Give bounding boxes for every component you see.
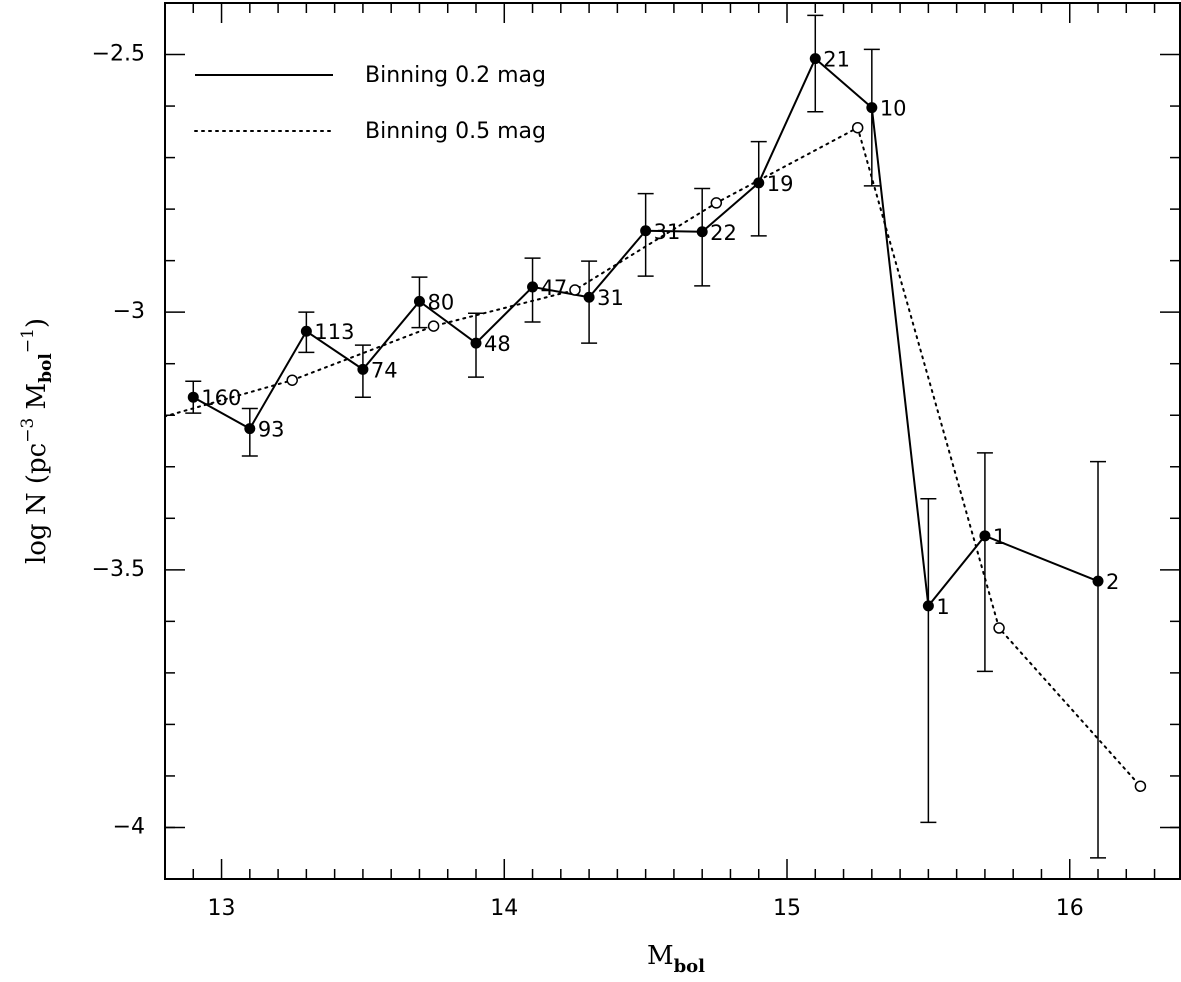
x-tick-label: 16 — [1056, 896, 1084, 921]
data-point — [583, 291, 595, 303]
point-label: 1 — [936, 595, 949, 619]
data-point — [286, 374, 298, 386]
point-label: 2 — [1106, 570, 1119, 594]
series-line — [165, 126, 1142, 788]
point-label: 1 — [993, 525, 1006, 549]
data-point — [696, 226, 708, 238]
y-label-sup: −1 — [18, 328, 38, 353]
data-point — [922, 600, 934, 612]
point-label: 74 — [371, 358, 398, 382]
y-tick-label: −3.5 — [92, 557, 145, 582]
y-tick-label: −2.5 — [92, 42, 145, 67]
point-label: 113 — [314, 320, 354, 344]
x-label-sub: bol — [674, 956, 706, 977]
data-point — [1092, 575, 1104, 587]
data-point — [187, 391, 199, 403]
point-label: 10 — [880, 97, 907, 121]
y-label-part: M — [22, 383, 52, 418]
data-point — [470, 337, 482, 349]
point-label: 80 — [427, 290, 454, 314]
data-point — [569, 284, 581, 296]
x-tick-label: 13 — [208, 896, 236, 921]
data-point — [413, 295, 425, 307]
data-point — [640, 225, 652, 237]
data-point — [300, 325, 312, 337]
data-point — [1134, 780, 1147, 792]
point-label: 31 — [654, 220, 681, 244]
point-label: 19 — [767, 172, 794, 196]
point-label: 21 — [823, 48, 850, 72]
legend-label: Binning 0.5 mag — [365, 119, 546, 144]
data-point — [527, 281, 539, 293]
point-label: 160 — [201, 386, 241, 410]
data-point — [146, 415, 156, 425]
point-label: 31 — [597, 286, 624, 310]
data-point — [244, 423, 256, 435]
series-line — [192, 57, 1099, 609]
x-tick-label: 14 — [490, 896, 518, 921]
point-label: 22 — [710, 221, 737, 245]
point-label: 93 — [258, 418, 285, 442]
plot-area — [146, 14, 1147, 859]
y-label-sub: bol — [36, 353, 56, 383]
data-point — [710, 197, 723, 209]
x-label-main: M — [647, 941, 674, 971]
y-label-part: ) — [22, 318, 52, 328]
y-tick-label: −3 — [113, 299, 145, 324]
data-point — [866, 102, 878, 114]
point-label: 48 — [484, 332, 511, 356]
data-point — [427, 320, 440, 332]
data-point — [851, 121, 864, 134]
data-point — [357, 363, 369, 375]
plot-frame — [164, 2, 1181, 880]
y-tick-label: −4 — [113, 814, 145, 839]
y-label-sup: −3 — [18, 418, 38, 443]
y-label-part: log N (pc — [22, 443, 52, 564]
data-point — [993, 622, 1005, 634]
x-axis-label: Mbol — [647, 941, 705, 977]
data-point — [753, 177, 765, 189]
data-point — [979, 530, 991, 542]
data-point — [809, 53, 821, 65]
y-axis-label: log N (pc−3 Mbol−1) — [18, 318, 56, 564]
x-tick-label: 15 — [773, 896, 801, 921]
point-label: 47 — [541, 276, 568, 300]
legend-label: Binning 0.2 mag — [365, 63, 546, 88]
